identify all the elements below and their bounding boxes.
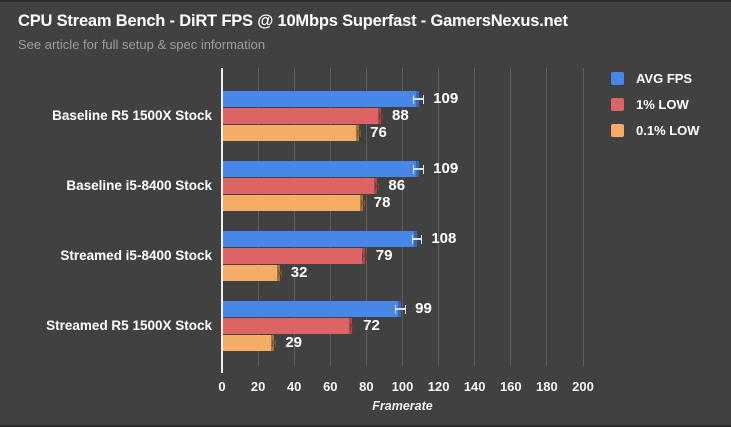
legend-label: AVG FPS [636, 71, 693, 86]
top-edge-divider [0, 0, 731, 2]
error-whisker [413, 94, 425, 104]
error-whisker [272, 339, 277, 347]
error-whisker [349, 322, 355, 330]
gridline [257, 68, 259, 366]
gridline [365, 68, 367, 366]
x-tick-label: 80 [359, 379, 374, 394]
bottom-edge-divider [0, 425, 731, 427]
error-whisker [378, 112, 383, 120]
gridline [474, 68, 476, 366]
bar [223, 108, 381, 124]
x-tick-label: 140 [463, 379, 486, 394]
bar [223, 265, 280, 281]
value-label: 72 [363, 317, 380, 334]
value-label: 32 [290, 264, 308, 281]
x-axis-label: Framerate [372, 399, 433, 413]
x-tick-label: 0 [218, 379, 226, 394]
legend-label: 0.1% LOW [636, 123, 700, 138]
bar [223, 335, 275, 351]
gridline [438, 68, 440, 366]
error-whisker [277, 269, 282, 277]
bar [223, 318, 352, 334]
bar [223, 125, 360, 141]
legend-item: 0.1% LOW [611, 123, 700, 138]
value-label: 88 [392, 107, 409, 124]
bar [223, 195, 363, 211]
bar [223, 301, 401, 317]
error-whisker [375, 182, 380, 190]
category-label: Baseline i5-8400 Stock [66, 178, 212, 193]
value-label: 76 [370, 124, 387, 141]
error-whisker [411, 234, 423, 244]
value-label: 79 [375, 247, 393, 264]
legend-swatch [611, 72, 624, 85]
y-axis-line [221, 68, 223, 373]
gridline [582, 68, 584, 366]
chart-subtitle: See article for full setup & spec inform… [18, 37, 266, 52]
legend-swatch [611, 98, 624, 111]
value-label: 86 [388, 177, 406, 194]
x-tick-label: 160 [499, 379, 522, 394]
legend-swatch [611, 124, 624, 137]
value-label: 99 [415, 300, 432, 317]
legend-item: 1% LOW [611, 97, 700, 112]
legend-item: AVG FPS [611, 71, 700, 86]
bar [223, 161, 419, 177]
category-label: Streamed R5 1500X Stock [46, 318, 212, 333]
x-tick-label: 200 [572, 379, 594, 394]
bar [223, 248, 365, 264]
gridline [546, 68, 548, 366]
legend-label: 1% LOW [636, 97, 689, 112]
value-label: 78 [373, 194, 391, 211]
error-whisker [357, 129, 362, 137]
bar [223, 178, 378, 194]
value-label: 109 [433, 160, 459, 177]
category-label: Streamed i5-8400 Stock [60, 248, 212, 263]
error-whisker [395, 304, 407, 314]
error-whisker [362, 252, 367, 260]
value-label: 108 [431, 230, 457, 247]
legend: AVG FPS 1% LOW 0.1% LOW [611, 71, 700, 138]
x-tick-label: 40 [286, 379, 302, 394]
x-tick-label: 120 [427, 379, 450, 394]
gridline [402, 68, 403, 366]
x-tick-label: 60 [323, 379, 338, 394]
category-label: Baseline R5 1500X Stock [52, 108, 212, 123]
error-whisker [413, 164, 425, 174]
value-label: 109 [433, 90, 459, 107]
bar [223, 91, 419, 107]
gridline [510, 68, 512, 366]
x-tick-label: 20 [250, 379, 266, 394]
gridline [293, 68, 295, 366]
chart-title: CPU Stream Bench - DiRT FPS @ 10Mbps Sup… [18, 12, 568, 30]
x-tick-label: 180 [536, 379, 558, 394]
gridline [329, 68, 331, 366]
bar [223, 231, 417, 247]
value-label: 29 [285, 334, 303, 351]
error-whisker [360, 199, 365, 207]
x-tick-label: 100 [391, 379, 414, 394]
